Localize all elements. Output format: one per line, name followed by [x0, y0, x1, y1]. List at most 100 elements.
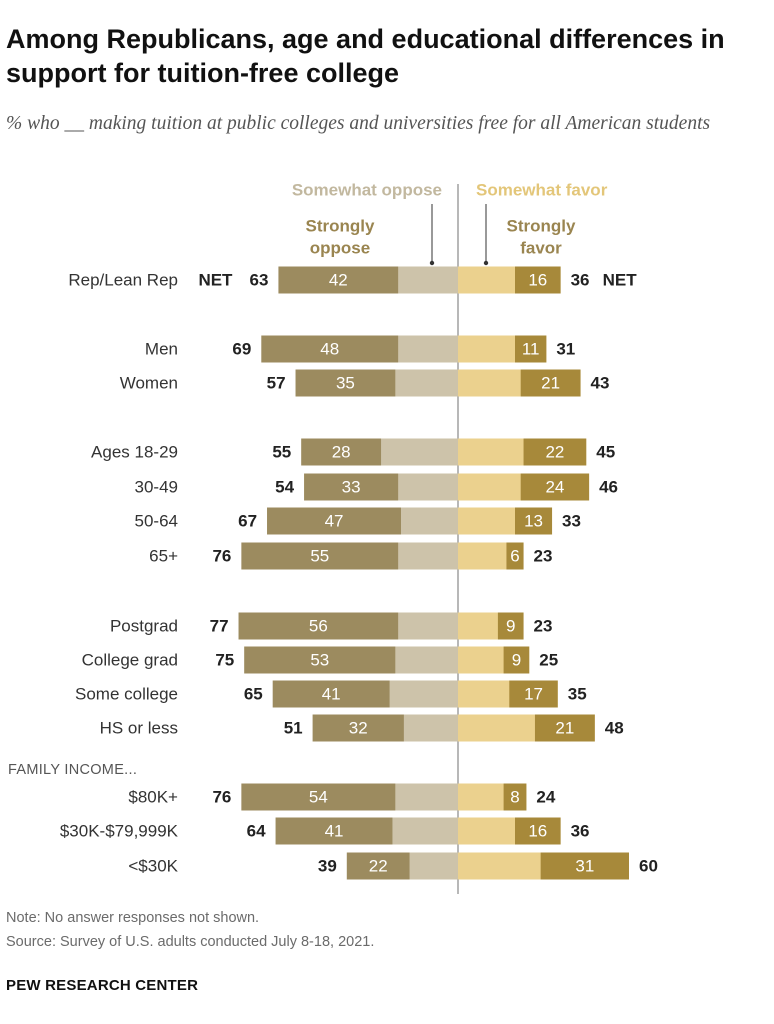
- value-strongly-oppose: 32: [349, 719, 368, 738]
- row-label: Women: [120, 374, 178, 393]
- bar-strongly-oppose: [301, 438, 382, 466]
- value-strongly-favor: 21: [541, 374, 560, 393]
- bar-strongly-favor: [534, 714, 595, 742]
- legend-strongly-oppose-line2: oppose: [310, 239, 370, 258]
- legend-strongly-oppose-line1: Strongly: [306, 217, 375, 236]
- legend-pointer-oppose-dot: [429, 260, 435, 266]
- row-label: Men: [145, 340, 178, 359]
- value-favor-net: 23: [534, 617, 553, 636]
- bar-strongly-oppose: [278, 266, 399, 294]
- bar-strongly-favor: [515, 266, 561, 294]
- legend-somewhat-oppose: Somewhat oppose: [292, 181, 442, 200]
- value-strongly-oppose: 53: [310, 651, 329, 670]
- bar-strongly-oppose: [272, 680, 390, 708]
- value-oppose-net: 76: [212, 788, 231, 807]
- row-label: $80K+: [128, 788, 178, 807]
- value-strongly-favor: 31: [575, 857, 594, 876]
- value-strongly-oppose: 56: [309, 617, 328, 636]
- legend-somewhat-favor: Somewhat favor: [476, 181, 608, 200]
- bar-strongly-favor: [520, 473, 590, 501]
- value-strongly-favor: 16: [528, 271, 547, 290]
- value-favor-net: 31: [556, 340, 575, 359]
- value-oppose-net: 39: [318, 857, 337, 876]
- legend-pointer-favor-dot: [483, 260, 489, 266]
- row-label: 65+: [149, 547, 178, 566]
- row-label: 50-64: [135, 512, 178, 531]
- chart-source: Source: Survey of U.S. adults conducted …: [6, 934, 375, 950]
- section-header-income: FAMILY INCOME...: [8, 762, 137, 778]
- value-strongly-favor: 24: [545, 478, 564, 497]
- value-oppose-net: 57: [267, 374, 286, 393]
- value-strongly-oppose: 42: [329, 271, 348, 290]
- row-label: $30K-$79,999K: [60, 822, 179, 841]
- value-favor-net: 48: [605, 719, 624, 738]
- bar-strongly-favor: [509, 680, 558, 708]
- value-favor-net: 23: [534, 547, 553, 566]
- value-strongly-oppose: 33: [342, 478, 361, 497]
- bar-strongly-favor: [523, 438, 587, 466]
- value-oppose-net: 67: [238, 512, 257, 531]
- bar-strongly-favor: [503, 646, 530, 674]
- bar-strongly-oppose: [346, 852, 410, 880]
- legend-strongly-favor-line1: Strongly: [507, 217, 576, 236]
- row-label: Rep/Lean Rep: [68, 271, 178, 290]
- row-label: Ages 18-29: [91, 443, 178, 462]
- value-strongly-favor: 13: [524, 512, 543, 531]
- value-strongly-favor: 22: [545, 443, 564, 462]
- row-label: <$30K: [128, 857, 178, 876]
- value-oppose-net: 63: [250, 271, 269, 290]
- row-label: College grad: [82, 651, 178, 670]
- bar-strongly-oppose: [295, 369, 396, 397]
- value-strongly-favor: 9: [512, 651, 521, 670]
- bar-strongly-favor: [540, 852, 629, 880]
- diverging-bar-chart: Somewhat oppose Somewhat favor Strongly opp…: [8, 181, 658, 894]
- value-favor-net: 43: [591, 374, 610, 393]
- bar-strongly-oppose: [244, 646, 396, 674]
- value-favor-net: 33: [562, 512, 581, 531]
- value-favor-net: 35: [568, 685, 587, 704]
- row-label: 30-49: [135, 478, 178, 497]
- bar-strongly-favor: [515, 335, 547, 363]
- bar-strongly-oppose: [267, 507, 401, 535]
- bar-strongly-favor: [515, 817, 561, 845]
- net-label-oppose: NET: [198, 271, 233, 290]
- value-oppose-net: 55: [272, 443, 291, 462]
- bar-strongly-favor: [506, 542, 524, 570]
- bar-strongly-oppose: [312, 714, 404, 742]
- value-strongly-oppose: 54: [309, 788, 328, 807]
- chart-note: Note: No answer responses not shown.: [6, 910, 260, 926]
- value-favor-net: 36: [571, 822, 590, 841]
- bar-strongly-oppose: [275, 817, 393, 845]
- legend-strongly-favor-line2: favor: [520, 239, 562, 258]
- value-oppose-net: 77: [210, 617, 229, 636]
- bar-strongly-favor: [503, 783, 527, 811]
- value-strongly-oppose: 35: [336, 374, 355, 393]
- value-strongly-favor: 6: [510, 547, 519, 566]
- chart-title: Among Republicans, age and educational d…: [6, 24, 725, 88]
- value-strongly-favor: 16: [528, 822, 547, 841]
- value-strongly-favor: 11: [522, 340, 540, 359]
- value-oppose-net: 65: [244, 685, 263, 704]
- value-strongly-oppose: 41: [325, 822, 344, 841]
- value-favor-net: 24: [536, 788, 555, 807]
- value-favor-net: 36: [571, 271, 590, 290]
- bar-strongly-oppose: [304, 473, 399, 501]
- row-label: HS or less: [100, 719, 178, 738]
- value-strongly-favor: 21: [555, 719, 574, 738]
- bar-strongly-oppose: [238, 612, 399, 640]
- bar-strongly-favor: [497, 612, 524, 640]
- bar-strongly-favor: [520, 369, 581, 397]
- bar-strongly-favor: [515, 507, 553, 535]
- value-oppose-net: 76: [212, 547, 231, 566]
- value-oppose-net: 54: [275, 478, 294, 497]
- value-favor-net: 45: [596, 443, 615, 462]
- net-label-favor: NET: [603, 271, 638, 290]
- bar-strongly-oppose: [261, 335, 399, 363]
- value-strongly-favor: 8: [510, 788, 519, 807]
- bar-strongly-oppose: [241, 542, 399, 570]
- value-strongly-favor: 9: [506, 617, 515, 636]
- value-strongly-oppose: 47: [325, 512, 344, 531]
- value-strongly-favor: 17: [524, 685, 543, 704]
- value-favor-net: 25: [539, 651, 558, 670]
- value-strongly-oppose: 48: [320, 340, 339, 359]
